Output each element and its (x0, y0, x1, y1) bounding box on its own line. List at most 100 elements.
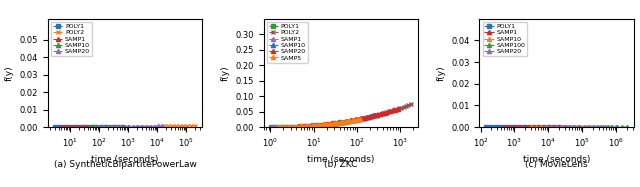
SAMP1 (540, 126, 548, 128)
SAMP5 (296, 125, 303, 128)
SAMP20 (596, 126, 604, 128)
SAMP1 (292, 125, 300, 128)
POLY2 (387, 110, 395, 112)
SAMP10 (125, 126, 132, 128)
SAMP5 (347, 119, 355, 122)
POLY1 (516, 126, 524, 128)
SAMP10 (582, 126, 590, 128)
POLY2 (332, 122, 339, 124)
SAMP20 (300, 125, 308, 127)
SAMP5 (339, 121, 347, 123)
SAMP10 (337, 121, 345, 123)
SAMP100 (566, 126, 573, 128)
SAMP10 (99, 126, 107, 128)
SAMP100 (589, 126, 597, 128)
POLY2 (290, 126, 298, 128)
SAMP20 (133, 126, 141, 128)
SAMP10 (289, 126, 297, 128)
POLY1 (332, 122, 340, 124)
SAMP1 (76, 126, 83, 128)
POLY1 (60, 126, 68, 128)
SAMP20 (316, 124, 324, 126)
SAMP1 (80, 126, 88, 128)
POLY2 (191, 125, 199, 127)
SAMP10 (287, 126, 294, 128)
SAMP1 (535, 126, 543, 128)
SAMP10 (323, 123, 331, 125)
SAMP20 (337, 121, 344, 123)
POLY1 (74, 126, 81, 128)
SAMP20 (129, 126, 137, 128)
Line: SAMP100: SAMP100 (563, 125, 628, 129)
SAMP1 (565, 126, 573, 128)
SAMP10 (359, 117, 367, 119)
POLY1 (313, 124, 321, 126)
POLY2 (402, 105, 410, 107)
SAMP5 (342, 120, 349, 122)
SAMP10 (572, 126, 580, 128)
POLY2 (326, 122, 334, 125)
SAMP10 (532, 126, 540, 128)
SAMP5 (291, 125, 299, 128)
SAMP20 (125, 126, 132, 128)
SAMP20 (108, 126, 116, 128)
SAMP1 (506, 126, 513, 128)
POLY2 (341, 120, 349, 123)
Line: SAMP20: SAMP20 (543, 125, 618, 129)
POLY2 (184, 125, 191, 127)
SAMP20 (95, 126, 103, 128)
SAMP1 (321, 123, 329, 125)
POLY2 (314, 124, 322, 126)
SAMP20 (141, 125, 149, 128)
Line: SAMP20: SAMP20 (97, 124, 164, 129)
SAMP20 (585, 126, 593, 128)
POLY1 (113, 126, 121, 128)
SAMP1 (515, 126, 523, 128)
SAMP1 (531, 126, 538, 128)
SAMP100 (613, 126, 621, 128)
Line: POLY1: POLY1 (269, 120, 342, 129)
SAMP5 (313, 124, 321, 126)
SAMP1 (327, 122, 335, 125)
SAMP10 (121, 126, 129, 128)
SAMP1 (520, 126, 528, 128)
Line: SAMP1: SAMP1 (60, 125, 131, 129)
SAMP5 (351, 119, 359, 121)
SAMP20 (146, 125, 154, 128)
SAMP10 (314, 124, 321, 126)
POLY1 (78, 126, 86, 128)
SAMP5 (282, 126, 289, 128)
SAMP100 (618, 126, 626, 128)
SAMP5 (294, 125, 301, 128)
X-axis label: time (seconds): time (seconds) (307, 155, 374, 164)
POLY1 (51, 126, 59, 128)
SAMP10 (296, 125, 304, 128)
POLY2 (302, 125, 310, 127)
POLY2 (133, 126, 141, 128)
SAMP1 (116, 126, 124, 128)
POLY2 (353, 118, 361, 120)
POLY2 (141, 125, 148, 128)
SAMP10 (562, 126, 570, 128)
SAMP10 (340, 121, 348, 123)
POLY1 (497, 126, 505, 128)
POLY2 (363, 116, 371, 118)
SAMP20 (138, 126, 145, 128)
POLY1 (502, 126, 509, 128)
Title: (b) ZKC: (b) ZKC (324, 160, 358, 168)
SAMP1 (500, 126, 508, 128)
SAMP10 (301, 125, 309, 127)
SAMP5 (320, 123, 328, 125)
Legend: POLY1, POLY2, SAMP1, SAMP10, SAMP20, SAMP5: POLY1, POLY2, SAMP1, SAMP10, SAMP20, SAM… (267, 22, 308, 62)
SAMP1 (62, 126, 70, 128)
SAMP20 (159, 125, 166, 128)
POLY1 (521, 126, 529, 128)
SAMP20 (334, 122, 342, 124)
POLY2 (407, 103, 415, 105)
POLY2 (399, 106, 407, 108)
SAMP20 (383, 111, 391, 113)
SAMP5 (303, 125, 311, 127)
POLY2 (346, 119, 353, 122)
SAMP1 (124, 126, 132, 128)
SAMP10 (294, 125, 301, 128)
